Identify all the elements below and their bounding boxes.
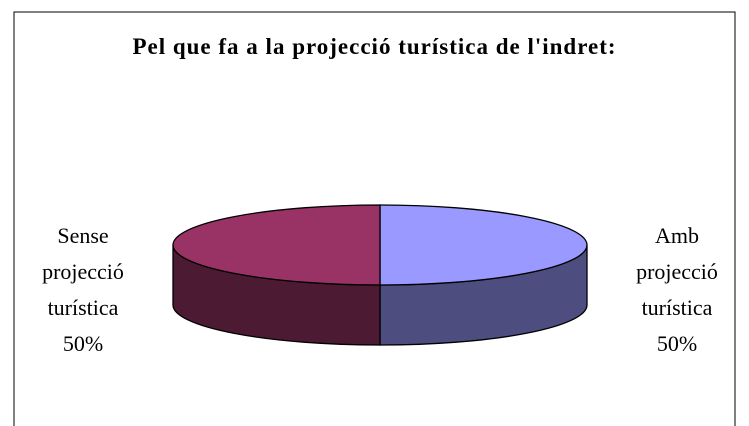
- chart-border: [13, 11, 736, 426]
- slice: [379, 204, 588, 286]
- category-label: Sense projecció turística: [42, 223, 124, 320]
- category-label: Amb projecció turística: [636, 223, 718, 320]
- value-label: 50%: [62, 331, 104, 356]
- slice-label: Amb projecció turística 50%: [617, 218, 737, 362]
- value-label: 50%: [656, 331, 698, 356]
- slice: [172, 204, 381, 286]
- chart-title-box: Pel que fa a la projecció turística de l…: [14, 30, 735, 64]
- slice-label: Sense projecció turística 50%: [23, 218, 143, 362]
- chart-title: Pel que fa a la projecció turística de l…: [132, 34, 617, 59]
